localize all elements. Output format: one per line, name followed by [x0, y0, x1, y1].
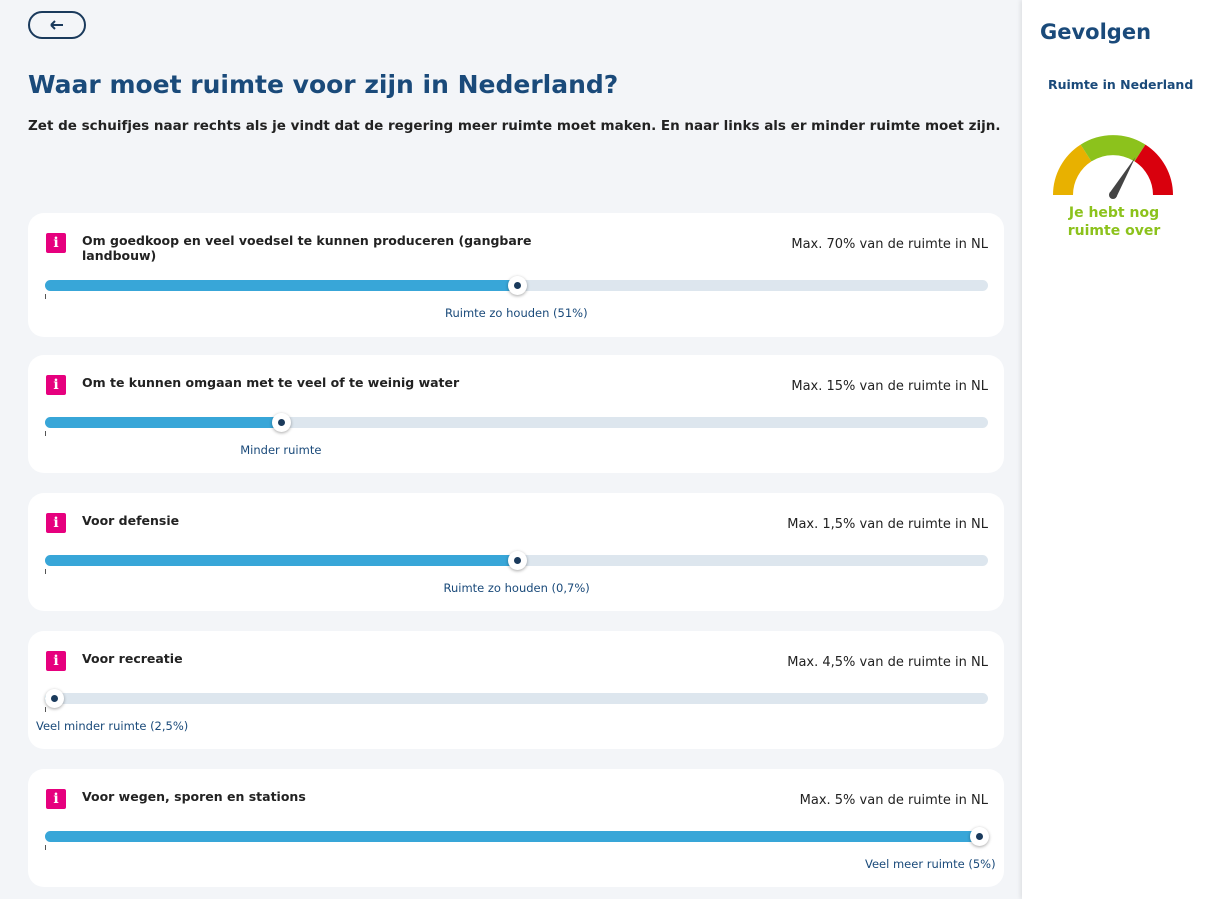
- slider-tick: [45, 569, 46, 574]
- max-label: Max. 70% van de ruimte in NL: [791, 237, 988, 252]
- subtitle: Zet de schuifjes naar rechts als je vind…: [28, 118, 1001, 134]
- slider-track: [45, 827, 989, 846]
- info-icon[interactable]: i: [46, 375, 66, 395]
- slider-track: [45, 413, 988, 432]
- gauge: [1053, 135, 1173, 199]
- title: Waar moet ruimte voor zijn in Nederland?: [28, 70, 619, 99]
- gauge-low: [1053, 144, 1092, 196]
- slider-thumb[interactable]: [507, 276, 527, 295]
- slider-fill: [45, 831, 979, 842]
- max-label: Max. 5% van de ruimte in NL: [799, 793, 988, 808]
- slider-track: [45, 551, 988, 570]
- slider-tick: [45, 431, 46, 436]
- gauge-hub: [1109, 191, 1117, 199]
- slider-tick: [45, 707, 46, 712]
- back-arrow: [50, 20, 63, 30]
- slider-fill: [45, 280, 517, 291]
- slider-card: i Om goedkoop en veel voedsel te kunnen p…: [28, 213, 1004, 337]
- max-label: Max. 4,5% van de ruimte in NL: [787, 655, 988, 670]
- slider-thumb[interactable]: [45, 689, 65, 708]
- slider-label: Voor recreatie: [82, 651, 183, 666]
- gauge-text: Je hebt nog ruimte over: [1067, 205, 1161, 239]
- gauge-mid: [1080, 135, 1146, 162]
- sidebar-subtitle: Ruimte in Nederland: [1048, 77, 1194, 92]
- slider-fill: [45, 555, 517, 566]
- info-icon[interactable]: i: [46, 233, 66, 253]
- slider-label: Om goedkoop en veel voedsel te kunnen pr…: [82, 233, 532, 263]
- slider-status: Minder ruimte: [240, 443, 322, 457]
- slider-tick: [45, 294, 46, 299]
- info-icon[interactable]: i: [46, 513, 66, 533]
- slider-track: [45, 276, 988, 295]
- slider-card: i Om te kunnen omgaan met te veel of te w…: [28, 355, 1004, 473]
- slider-status: Veel minder ruimte (2,5%): [36, 719, 189, 733]
- slider-thumb[interactable]: [271, 413, 291, 432]
- slider-card: i Voor recreatie Max. 4,5% van de ruimte i…: [28, 631, 1004, 749]
- main-panel: Waar moet ruimte voor zijn in Nederland?…: [0, 0, 1022, 899]
- gauge-high: [1134, 144, 1173, 196]
- slider-fill: [45, 417, 281, 428]
- slider-tick: [45, 845, 46, 850]
- slider-label: Om te kunnen omgaan met te veel of te we…: [82, 375, 460, 390]
- slider-status: Ruimte zo houden (0,7%): [443, 581, 590, 595]
- slider-thumb[interactable]: [507, 551, 527, 570]
- max-label: Max. 15% van de ruimte in NL: [791, 379, 988, 394]
- slider-status: Veel meer ruimte (5%): [865, 857, 996, 871]
- info-icon[interactable]: i: [46, 789, 66, 809]
- slider-track: [45, 689, 988, 708]
- slider-card: i Voor wegen, sporen en stations Max. 5% v…: [28, 769, 1004, 887]
- sidebar-title: Gevolgen: [1040, 20, 1152, 44]
- slider-label: Voor defensie: [82, 513, 180, 528]
- info-icon[interactable]: i: [46, 651, 66, 671]
- max-label: Max. 1,5% van de ruimte in NL: [787, 517, 988, 532]
- slider-label: Voor wegen, sporen en stations: [82, 789, 306, 804]
- slider-thumb[interactable]: [969, 827, 989, 846]
- slider-card: i Voor defensie Max. 1,5% van de ruimte in…: [28, 493, 1004, 611]
- slider-status: Ruimte zo houden (51%): [445, 306, 588, 320]
- gauge-needle: [1109, 157, 1136, 198]
- back-button[interactable]: [28, 11, 86, 39]
